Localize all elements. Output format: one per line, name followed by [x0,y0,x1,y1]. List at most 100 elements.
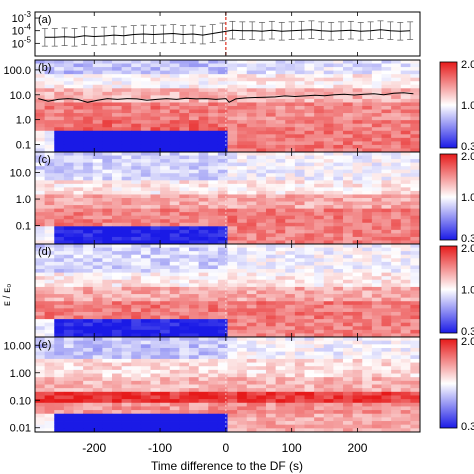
heatmap-cell [410,424,421,429]
heatmap-cell [189,373,200,378]
heatmap-cell [102,91,113,96]
heatmap-cell [160,141,171,146]
heatmap-cell [333,116,344,121]
heatmap-cell [179,187,190,192]
heatmap-cell [323,212,334,217]
heatmap-cell [410,70,421,75]
heatmap-cell [227,413,238,418]
heatmap-cell [352,169,363,174]
heatmap-cell [131,355,142,360]
heatmap-cell [333,127,344,132]
heatmap-cell [198,322,209,327]
heatmap-cell [304,311,315,316]
heatmap-cell [44,286,55,291]
heatmap-cell [160,421,171,426]
heatmap-cell [333,74,344,79]
heatmap-cell [343,95,354,100]
heatmap-cell [83,283,94,288]
heatmap-cell [63,63,74,68]
heatmap-cell [169,152,180,156]
heatmap-cell [246,194,257,199]
heatmap-cell [150,70,161,75]
heatmap-cell [391,358,402,363]
heatmap-cell [256,81,267,86]
heatmap-cell [227,417,238,422]
heatmap-cell [314,169,325,174]
heatmap-cell [371,340,382,345]
heatmap-cell [73,351,84,356]
heatmap-cell [362,308,373,313]
panel-letter: (b) [38,62,51,74]
heatmap-cell [179,137,190,142]
heatmap-cell [73,70,84,75]
heatmap-cell [179,391,190,396]
heatmap-cell [83,113,94,118]
heatmap-cell [266,162,277,167]
heatmap-cell [35,322,46,327]
heatmap-cell [314,244,325,248]
heatmap-cell [371,205,382,210]
heatmap-cell [294,109,305,114]
heatmap-cell [323,102,334,107]
heatmap-cell [198,190,209,195]
heatmap-cell [179,269,190,274]
heatmap-cell [391,166,402,171]
heatmap-cell [323,60,334,64]
heatmap-cell [54,194,65,199]
heatmap-cell [333,351,344,356]
heatmap-cell [121,276,132,281]
heatmap-cell [391,102,402,107]
heatmap-cell [198,333,209,338]
heatmap-cell [217,88,228,93]
heatmap-cell [83,340,94,345]
heatmap-cell [391,176,402,181]
heatmap-cell [410,258,421,263]
heatmap-cell [121,233,132,238]
heatmap-cell [304,373,315,378]
heatmap-cell [92,162,103,167]
heatmap-cell [150,340,161,345]
heatmap-cell [285,95,296,100]
heatmap-cell [352,258,363,263]
heatmap-cell [198,290,209,295]
heatmap-cell [343,402,354,407]
heatmap-cell [35,410,46,415]
heatmap-cell [304,254,315,259]
heatmap-cell [323,173,334,178]
heatmap-cell [410,127,421,132]
heatmap-cell [217,413,228,418]
heatmap-cell [83,144,94,149]
heatmap-cell [140,169,151,174]
heatmap-cell [112,362,123,367]
heatmap-cell [189,322,200,327]
heatmap-cell [189,272,200,277]
heatmap-cell [410,109,421,114]
heatmap-cell [131,380,142,385]
heatmap-cell [198,261,209,266]
heatmap-cell [285,380,296,385]
heatmap-cell [362,169,373,174]
heatmap-cell [314,272,325,277]
heatmap-cell [160,183,171,188]
heatmap-cell [189,176,200,181]
heatmap-cell [140,198,151,202]
heatmap-cell [189,369,200,374]
heatmap-cell [352,127,363,132]
heatmap-cell [92,194,103,199]
heatmap-cell [54,254,65,259]
heatmap-cell [343,247,354,252]
heatmap-cell [83,384,94,389]
heatmap-cell [381,395,392,400]
heatmap-cell [266,340,277,345]
heatmap-cell [343,388,354,393]
heatmap-cell [83,159,94,164]
heatmap-cell [294,215,305,220]
heatmap-cell [371,377,382,382]
heatmap-cell [400,102,411,107]
heatmap-cell [198,269,209,274]
heatmap-cell [112,215,123,220]
heatmap-cell [343,169,354,174]
heatmap-cell [92,88,103,93]
heatmap-cell [294,279,305,284]
heatmap-cell [304,297,315,302]
